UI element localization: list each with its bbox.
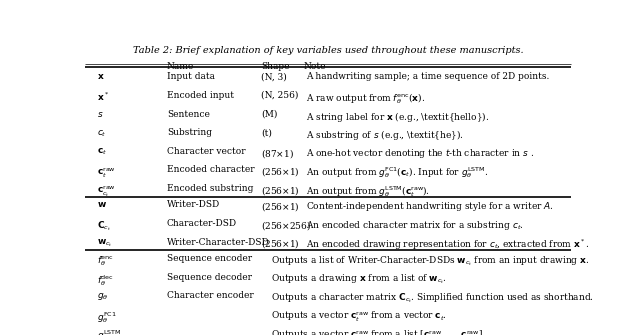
Text: (N, 3): (N, 3) bbox=[261, 72, 287, 81]
Text: Character-DSD: Character-DSD bbox=[167, 219, 237, 228]
Text: Substring: Substring bbox=[167, 128, 212, 137]
Text: $\mathbf{c}_{c_t}^\mathrm{raw}$: $\mathbf{c}_{c_t}^\mathrm{raw}$ bbox=[97, 184, 116, 199]
Text: $c_t$: $c_t$ bbox=[97, 128, 107, 139]
Text: A handwriting sample; a time sequence of 2D points.: A handwriting sample; a time sequence of… bbox=[306, 72, 549, 81]
Text: Encoded substring: Encoded substring bbox=[167, 184, 253, 193]
Text: $\mathbf{c}_t^\mathrm{raw}$: $\mathbf{c}_t^\mathrm{raw}$ bbox=[97, 165, 116, 180]
Text: Outputs a vector $\mathbf{c}_{c_t}^\mathrm{raw}$ from a list [$\mathbf{c}_1^\mat: Outputs a vector $\mathbf{c}_{c_t}^\math… bbox=[271, 328, 486, 335]
Text: $g_\theta$: $g_\theta$ bbox=[97, 291, 109, 302]
Text: An output from $g_\theta^\mathrm{LSTM}$($\mathbf{c}_t^\mathrm{raw}$).: An output from $g_\theta^\mathrm{LSTM}$(… bbox=[306, 184, 429, 199]
Text: Outputs a drawing $\mathbf{x}$ from a list of $\mathbf{w}_{c_t}$.: Outputs a drawing $\mathbf{x}$ from a li… bbox=[271, 273, 447, 286]
Text: Content-independent handwriting style for a writer $A$.: Content-independent handwriting style fo… bbox=[306, 200, 554, 213]
Text: An encoded drawing representation for $c_t$, extracted from $\mathbf{x}^*$.: An encoded drawing representation for $c… bbox=[306, 238, 589, 252]
Text: An encoded character matrix for a substring $c_t$.: An encoded character matrix for a substr… bbox=[306, 219, 524, 232]
Text: $\mathbf{w}_{c_t}$: $\mathbf{w}_{c_t}$ bbox=[97, 238, 113, 249]
Text: Encoded character: Encoded character bbox=[167, 165, 255, 174]
Text: Outputs a character matrix $\mathbf{C}_{c_t}$. Simplified function used as short: Outputs a character matrix $\mathbf{C}_{… bbox=[271, 291, 594, 305]
Text: $s$: $s$ bbox=[97, 110, 104, 119]
Text: $\mathbf{c}_t$: $\mathbf{c}_t$ bbox=[97, 147, 108, 157]
Text: A string label for $\mathbf{x}$ (e.g., \textit{hello}).: A string label for $\mathbf{x}$ (e.g., \… bbox=[306, 110, 489, 124]
Text: A substring of $s$ (e.g., \textit{he}).: A substring of $s$ (e.g., \textit{he}). bbox=[306, 128, 463, 142]
Text: $g_\theta^\mathrm{LSTM}$: $g_\theta^\mathrm{LSTM}$ bbox=[97, 328, 122, 335]
Text: $\mathbf{x}$: $\mathbf{x}$ bbox=[97, 72, 105, 81]
Text: $f_\theta^\mathrm{dec}$: $f_\theta^\mathrm{dec}$ bbox=[97, 273, 114, 287]
Text: Outputs a list of Writer-Character-DSDs $\mathbf{w}_{c_t}$ from an input drawing: Outputs a list of Writer-Character-DSDs … bbox=[271, 254, 589, 268]
Text: Writer-DSD: Writer-DSD bbox=[167, 200, 220, 209]
Text: (256$\times$1): (256$\times$1) bbox=[261, 238, 300, 251]
Text: (256$\times$1): (256$\times$1) bbox=[261, 165, 300, 178]
Text: Character encoder: Character encoder bbox=[167, 291, 253, 300]
Text: Shape: Shape bbox=[261, 62, 289, 71]
Text: Table 2: Brief explanation of key variables used throughout these manuscripts.: Table 2: Brief explanation of key variab… bbox=[132, 46, 524, 55]
Text: $\mathbf{C}_{c_t}$: $\mathbf{C}_{c_t}$ bbox=[97, 219, 111, 232]
Text: (256$\times$256): (256$\times$256) bbox=[261, 219, 311, 232]
Text: $f_\theta^\mathrm{enc}$: $f_\theta^\mathrm{enc}$ bbox=[97, 254, 114, 268]
Text: Sequence encoder: Sequence encoder bbox=[167, 254, 252, 263]
Text: $\mathbf{x}^*$: $\mathbf{x}^*$ bbox=[97, 91, 109, 104]
Text: Sequence decoder: Sequence decoder bbox=[167, 273, 252, 282]
Text: (t): (t) bbox=[261, 128, 272, 137]
Text: Character vector: Character vector bbox=[167, 147, 245, 156]
Text: (87$\times$1): (87$\times$1) bbox=[261, 147, 294, 160]
Text: Writer-Character-DSD: Writer-Character-DSD bbox=[167, 238, 269, 247]
Text: (N, 256): (N, 256) bbox=[261, 91, 298, 100]
Text: An output from $g_\theta^\mathrm{FC1}$($\mathbf{c}_t$). Input for $g_\theta^\mat: An output from $g_\theta^\mathrm{FC1}$($… bbox=[306, 165, 488, 180]
Text: Sentence: Sentence bbox=[167, 110, 210, 119]
Text: (256$\times$1): (256$\times$1) bbox=[261, 200, 300, 213]
Text: (256$\times$1): (256$\times$1) bbox=[261, 184, 300, 197]
Text: (M): (M) bbox=[261, 110, 277, 119]
Text: Note: Note bbox=[303, 62, 326, 71]
Text: $\mathbf{w}$: $\mathbf{w}$ bbox=[97, 200, 108, 209]
Text: Input data: Input data bbox=[167, 72, 215, 81]
Text: A one-hot vector denoting the $t$-th character in $s$ .: A one-hot vector denoting the $t$-th cha… bbox=[306, 147, 534, 160]
Text: Outputs a vector $\mathbf{c}_t^\mathrm{raw}$ from a vector $\mathbf{c}_t$.: Outputs a vector $\mathbf{c}_t^\mathrm{r… bbox=[271, 310, 447, 324]
Text: Encoded input: Encoded input bbox=[167, 91, 234, 100]
Text: A raw output from $f_\theta^\mathrm{enc}$($\mathbf{x}$).: A raw output from $f_\theta^\mathrm{enc}… bbox=[306, 91, 425, 106]
Text: Name: Name bbox=[167, 62, 194, 71]
Text: $g_\theta^\mathrm{FC1}$: $g_\theta^\mathrm{FC1}$ bbox=[97, 310, 117, 325]
